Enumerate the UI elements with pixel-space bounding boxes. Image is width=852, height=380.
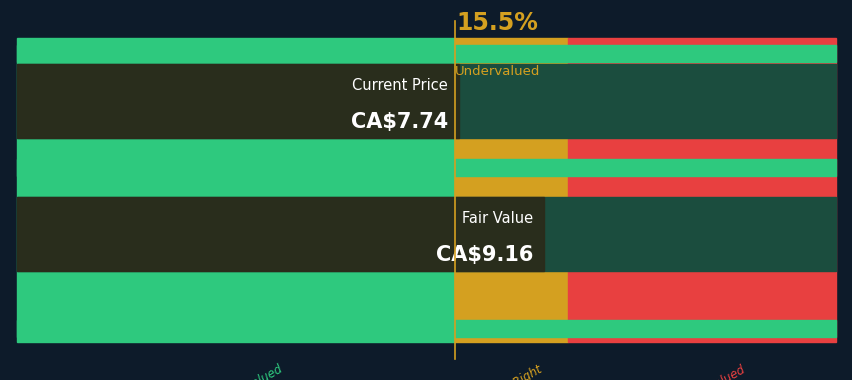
Text: 15.5%: 15.5% [456, 11, 538, 35]
Text: Undervalued: Undervalued [454, 65, 539, 78]
Bar [17, 38, 454, 342]
Text: 20% Overvalued: 20% Overvalued [655, 363, 747, 380]
Text: CA$9.16: CA$9.16 [435, 245, 532, 264]
Bar [17, 197, 544, 271]
Text: 20% Undervalued: 20% Undervalued [187, 363, 285, 380]
Bar [17, 63, 835, 138]
Text: Fair Value: Fair Value [462, 211, 532, 226]
Bar [454, 38, 567, 342]
Text: CA$7.74: CA$7.74 [350, 112, 447, 131]
Bar [17, 197, 835, 271]
Bar [17, 320, 835, 337]
Text: Current Price: Current Price [352, 78, 447, 93]
Bar [17, 63, 458, 138]
Bar [567, 38, 835, 342]
Bar [17, 158, 835, 176]
Bar [17, 44, 835, 62]
Text: About Right: About Right [477, 363, 544, 380]
